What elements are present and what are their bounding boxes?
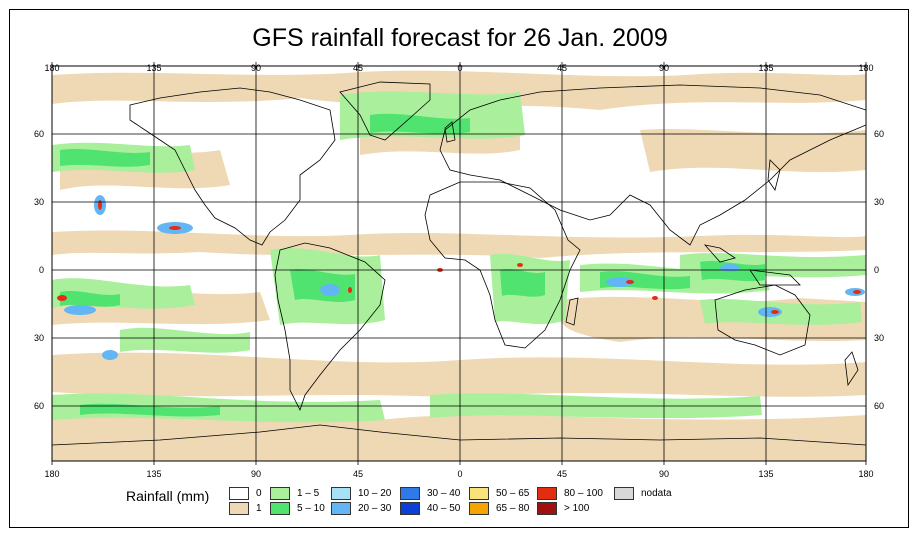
- lon-label-bottom: 135: [146, 469, 161, 479]
- legend-swatch: [614, 487, 634, 500]
- legend-swatch: [400, 487, 420, 500]
- legend-label: 65 – 80: [496, 503, 530, 514]
- lon-label-bottom: 180: [44, 469, 59, 479]
- legend-swatch: [469, 502, 489, 515]
- legend-label: 1: [256, 503, 262, 514]
- lon-label-top: 180: [44, 63, 59, 73]
- lon-label-top: 90: [251, 63, 261, 73]
- legend-swatch: [469, 487, 489, 500]
- lat-label-right: 60: [874, 129, 884, 139]
- lat-label-left: 60: [34, 129, 44, 139]
- legend-swatch: [229, 487, 249, 500]
- lon-label-top: 45: [353, 63, 363, 73]
- figure-frame: [9, 9, 909, 528]
- legend-label: 1 – 5: [297, 488, 320, 499]
- legend-label: > 100: [564, 503, 590, 514]
- map-title: GFS rainfall forecast for 26 Jan. 2009: [252, 24, 668, 52]
- legend-title: Rainfall (mm): [126, 488, 210, 504]
- legend-label: 80 – 100: [564, 488, 603, 499]
- legend-swatch: [229, 502, 249, 515]
- lat-label-right: 30: [874, 197, 884, 207]
- lon-label-top: 0: [457, 63, 462, 73]
- legend-label: 40 – 50: [427, 503, 461, 514]
- lat-label-left: 30: [34, 333, 44, 343]
- coastlines: [52, 81, 866, 446]
- lat-label-right: 60: [874, 401, 884, 411]
- lon-label-bottom: 180: [858, 469, 873, 479]
- lat-label-left: 30: [34, 197, 44, 207]
- legend-label: nodata: [641, 488, 672, 499]
- legend-label: 0: [256, 488, 262, 499]
- legend-label: 30 – 40: [427, 488, 461, 499]
- lon-label-bottom: 45: [353, 469, 363, 479]
- lat-label-left: 60: [34, 401, 44, 411]
- legend-swatch: [537, 502, 557, 515]
- lon-label-top: 135: [146, 63, 161, 73]
- graticule: [52, 66, 866, 461]
- lon-label-bottom: 90: [251, 469, 261, 479]
- legend-label: 50 – 65: [496, 488, 530, 499]
- lon-label-top: 90: [659, 63, 669, 73]
- lon-label-bottom: 90: [659, 469, 669, 479]
- lon-label-bottom: 135: [758, 469, 773, 479]
- lat-label-left: 0: [39, 265, 44, 275]
- legend-swatch: [537, 487, 557, 500]
- lon-label-top: 135: [758, 63, 773, 73]
- legend-swatch: [270, 502, 290, 515]
- legend-label: 5 – 10: [297, 503, 325, 514]
- lon-label-top: 180: [858, 63, 873, 73]
- map-border: [51, 65, 867, 462]
- legend-swatch: [270, 487, 290, 500]
- lon-label-bottom: 0: [457, 469, 462, 479]
- legend-swatch: [331, 502, 351, 515]
- legend-swatch: [400, 502, 420, 515]
- lat-label-right: 0: [874, 265, 879, 275]
- legend-swatch: [331, 487, 351, 500]
- precipitation-field: [52, 66, 866, 461]
- lon-label-top: 45: [557, 63, 567, 73]
- legend-label: 10 – 20: [358, 488, 392, 499]
- lat-label-right: 30: [874, 333, 884, 343]
- legend-label: 20 – 30: [358, 503, 392, 514]
- lon-label-bottom: 45: [557, 469, 567, 479]
